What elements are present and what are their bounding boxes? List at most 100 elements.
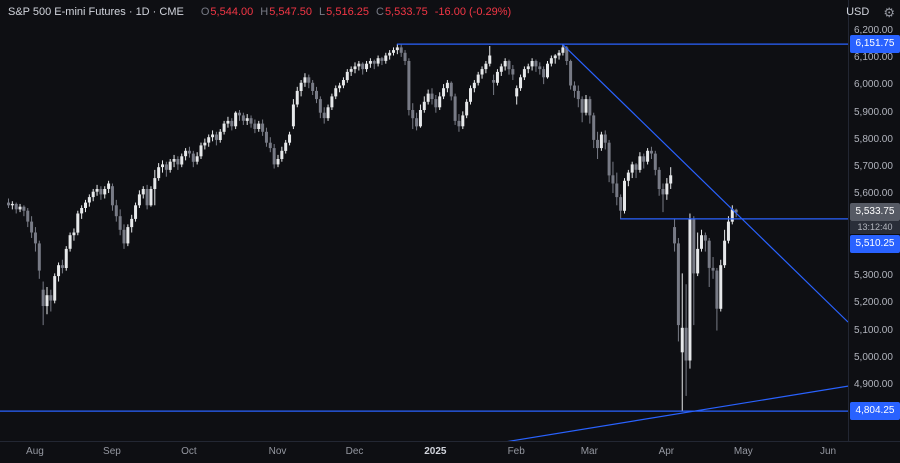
candle-up bbox=[91, 191, 95, 198]
price-tick: 5,200.00 bbox=[854, 297, 893, 309]
candle-up bbox=[172, 159, 176, 162]
candle-up bbox=[18, 206, 22, 210]
candle-up bbox=[222, 123, 226, 132]
candle-down bbox=[33, 232, 37, 244]
candle-up bbox=[280, 150, 284, 159]
candle-up bbox=[64, 248, 68, 268]
level-label-4804[interactable]: 4,804.25 bbox=[850, 402, 900, 421]
candle-down bbox=[241, 115, 245, 121]
candle-down bbox=[603, 134, 607, 143]
last-price-label[interactable]: 5,533.75 bbox=[850, 203, 900, 222]
candle-down bbox=[565, 47, 569, 61]
time-tick-mar: Mar bbox=[580, 446, 598, 457]
candle-up bbox=[68, 235, 72, 249]
candle-up bbox=[445, 82, 449, 89]
descending-trendline[interactable] bbox=[561, 43, 848, 323]
candle-up bbox=[338, 85, 342, 89]
candle-up bbox=[395, 47, 399, 51]
candle-up bbox=[557, 52, 561, 56]
candle-down bbox=[399, 47, 403, 53]
candle-down bbox=[26, 210, 30, 222]
symbol-title[interactable]: S&P 500 E-mini Futures · 1D · CME bbox=[8, 6, 184, 18]
candle-down bbox=[249, 118, 253, 124]
candle-up bbox=[442, 88, 446, 97]
candle-up bbox=[623, 180, 626, 211]
price-tick: 5,100.00 bbox=[854, 324, 893, 336]
price-tick: 4,900.00 bbox=[854, 379, 893, 391]
candle-down bbox=[307, 77, 311, 83]
candle-down bbox=[145, 189, 149, 206]
high-label: H bbox=[260, 6, 269, 18]
candle-up bbox=[330, 96, 334, 108]
candle-down bbox=[49, 295, 53, 301]
candle-down bbox=[238, 112, 241, 116]
candle-down bbox=[403, 52, 407, 61]
candle-down bbox=[538, 66, 542, 70]
candle-down bbox=[511, 69, 515, 75]
candle-up bbox=[376, 58, 380, 64]
candle-down bbox=[176, 159, 180, 165]
candle-down bbox=[187, 150, 191, 154]
candle-down bbox=[318, 99, 322, 113]
price-tick: 5,700.00 bbox=[854, 161, 893, 173]
time-tick-sep: Sep bbox=[103, 446, 121, 457]
candle-up bbox=[353, 66, 357, 70]
high-value: 5,547.50 bbox=[269, 6, 313, 18]
candle-up bbox=[519, 77, 523, 89]
candle-up bbox=[472, 82, 476, 89]
candle-up bbox=[203, 142, 207, 146]
candle-up bbox=[530, 61, 534, 67]
candle-down bbox=[372, 61, 376, 64]
candle-down bbox=[230, 120, 234, 127]
candle-up bbox=[184, 150, 188, 157]
price-axis[interactable]: 6,200.00 6,100.00 6,000.00 5,900.00 5,800.00… bbox=[848, 0, 900, 441]
candle-up bbox=[137, 194, 141, 206]
candle-down bbox=[30, 221, 34, 233]
candle-up bbox=[95, 189, 99, 192]
level-label-5510[interactable]: 5,510.25 bbox=[850, 235, 900, 254]
time-tick-nov: Nov bbox=[268, 446, 287, 457]
candle-down bbox=[41, 289, 45, 306]
candle-down bbox=[361, 63, 365, 70]
candle-up bbox=[696, 248, 700, 274]
candle-up bbox=[438, 96, 442, 108]
candle-up bbox=[480, 69, 484, 75]
candle-up bbox=[130, 218, 134, 228]
candle-up bbox=[45, 295, 49, 307]
candle-up bbox=[561, 47, 565, 53]
candle-down bbox=[615, 183, 619, 198]
candle-down bbox=[569, 61, 573, 86]
candle-down bbox=[661, 189, 665, 195]
candle-up bbox=[341, 80, 345, 86]
candle-up bbox=[476, 74, 480, 83]
candle-up bbox=[719, 265, 723, 309]
candle-up bbox=[726, 221, 730, 241]
ascending-trendline[interactable] bbox=[480, 385, 848, 441]
candle-up bbox=[599, 134, 603, 149]
candle-down bbox=[37, 243, 41, 271]
candle-up bbox=[669, 175, 673, 184]
candle-up bbox=[638, 156, 642, 170]
time-tick-aug: Aug bbox=[26, 446, 44, 457]
candle-up bbox=[368, 61, 372, 64]
candle-down bbox=[122, 229, 126, 244]
level-label-6151[interactable]: 6,151.75 bbox=[850, 35, 900, 54]
gear-icon[interactable]: ⚙ bbox=[883, 4, 895, 20]
candle-up bbox=[345, 71, 349, 81]
candle-down bbox=[534, 61, 538, 67]
candle-up bbox=[126, 227, 130, 244]
candle-up bbox=[303, 77, 307, 83]
candle-up bbox=[465, 101, 469, 116]
candle-down bbox=[268, 142, 272, 149]
candle-up bbox=[207, 137, 211, 143]
candle-up bbox=[326, 107, 330, 119]
candle-up bbox=[680, 327, 684, 353]
candle-up bbox=[288, 134, 292, 143]
candle-down bbox=[507, 61, 511, 70]
candle-up bbox=[461, 115, 465, 127]
candle-up bbox=[199, 145, 203, 157]
currency-button[interactable]: USD bbox=[846, 6, 870, 18]
time-axis[interactable]: Aug Sep Oct Nov Dec 2025 Feb Mar Apr May Jun bbox=[0, 441, 900, 463]
candle-down bbox=[264, 131, 268, 143]
chart-canvas[interactable] bbox=[0, 0, 848, 441]
